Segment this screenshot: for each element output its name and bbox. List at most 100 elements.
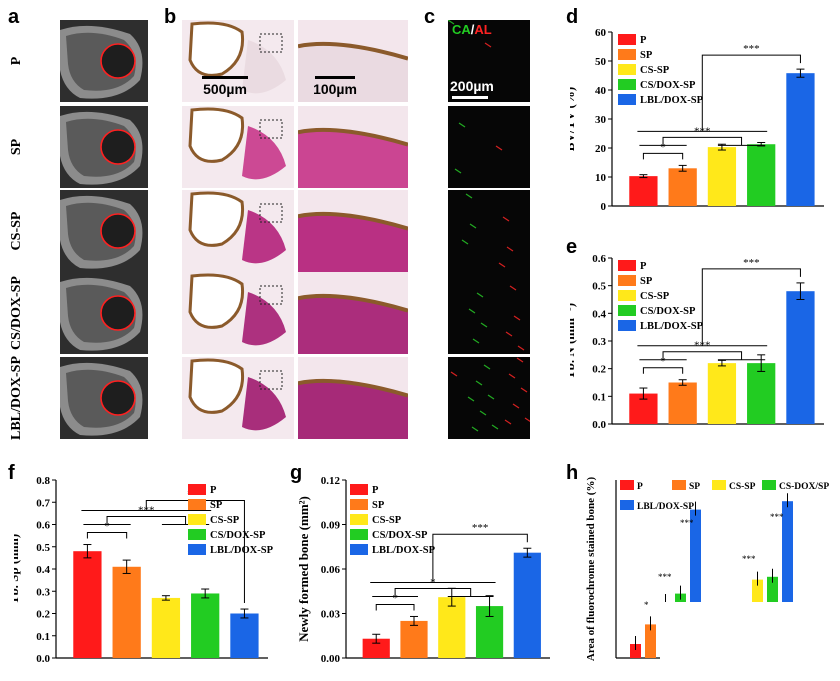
significance-bracket	[639, 351, 766, 361]
legend-label: SP	[640, 276, 653, 287]
row-label: CS-SP	[9, 211, 24, 251]
significance-bracket	[637, 268, 801, 347]
histology-image-low-mag	[182, 20, 294, 102]
scale-bar-200: 200µm	[450, 78, 510, 99]
fluor-label-ca: CA	[452, 22, 471, 37]
panel-letter-c: c	[424, 6, 436, 28]
histology-image-high-mag	[298, 20, 408, 102]
bar-sp	[400, 620, 428, 658]
significance-label: ***	[742, 554, 756, 564]
fluorescence-image	[448, 106, 530, 188]
legend-swatch	[618, 64, 636, 75]
panel-letter-g: g	[290, 462, 303, 484]
legend-swatch	[350, 544, 368, 555]
bar-group1	[630, 644, 641, 658]
bar-cs-dox-sp	[747, 363, 776, 424]
legend-swatch	[188, 514, 206, 525]
y-tick-label: 0.4	[592, 308, 606, 320]
microct-image	[60, 357, 148, 439]
significance-bracket	[642, 152, 684, 160]
legend-label: LBL/DOX-SP	[640, 95, 704, 106]
legend-swatch	[618, 34, 636, 45]
significance-bracket	[642, 367, 684, 374]
y-axis-label: Area of fluorochrome stained bone (%)	[585, 477, 597, 662]
significance-bracket	[639, 136, 766, 146]
y-tick-label: 0.0	[36, 653, 50, 665]
bar-sp	[112, 566, 141, 658]
legend-swatch	[618, 49, 636, 60]
legend-label: LBL/DOX-SP	[640, 321, 704, 332]
significance-label: *	[104, 521, 110, 533]
legend-swatch	[618, 290, 636, 301]
significance-label: *	[660, 141, 666, 153]
y-tick-label: 50	[595, 56, 607, 68]
chart-e-tbn: 0.00.10.20.30.40.50.6Tb. N (mm⁻¹)*******…	[570, 253, 824, 431]
y-tick-label: 0.2	[36, 609, 50, 621]
legend-label: CS/DOX-SP	[640, 306, 696, 317]
significance-label: ***	[743, 257, 760, 269]
legend-swatch	[620, 500, 634, 510]
fluor-label-sep: /	[470, 22, 475, 37]
significance-label: *	[392, 592, 398, 604]
legend-label: LBL/DOX-SP	[637, 502, 694, 512]
y-tick-label: 20	[595, 143, 607, 155]
bar-p	[73, 551, 102, 658]
significance-label: ***	[472, 522, 489, 534]
row-label: SP	[9, 138, 24, 156]
bar-cs-dox-sp	[191, 593, 220, 658]
legend-swatch	[618, 320, 636, 331]
bar-cs-dox-sp	[747, 144, 776, 206]
legend-swatch	[188, 484, 206, 495]
y-axis-label: BV/TV (%)	[570, 87, 577, 151]
significance-label: ***	[680, 518, 694, 528]
y-axis-label: Tb. Sp (mm)	[14, 534, 21, 604]
y-tick-label: 0.12	[321, 475, 341, 487]
histology-image-high-mag	[298, 272, 408, 354]
y-tick-label: 0.4	[36, 564, 50, 576]
scale-bar-100-label: 100µm	[313, 81, 357, 97]
histology-image-low-mag	[182, 272, 294, 354]
panel-letter-d: d	[566, 6, 579, 28]
histology-image-low-mag	[182, 106, 294, 188]
chart-g-newbone: 0.00 0.03 0.06 0.09 0.12 Newly formed bone (m…	[296, 475, 550, 665]
scale-bar-500: 500µm	[190, 76, 260, 97]
legend-swatch	[618, 305, 636, 316]
significance-bracket	[375, 603, 415, 611]
panel-letter-e: e	[566, 236, 578, 258]
legend-label: SP	[640, 50, 653, 61]
y-tick-label: 40	[595, 85, 607, 97]
legend-label: CS/DOX-SP	[372, 530, 428, 541]
bar-group2	[782, 501, 793, 658]
legend-label: P	[372, 485, 379, 496]
bar-group1	[645, 624, 656, 658]
y-tick-label: 10	[595, 172, 607, 184]
y-tick-label: 0.3	[592, 336, 606, 348]
legend-label: SP	[689, 482, 700, 492]
y-tick-label: 0.7	[36, 497, 50, 509]
histology-image-low-mag	[182, 190, 294, 272]
significance-bracket	[637, 54, 801, 132]
y-tick-label: 0.5	[36, 542, 50, 554]
legend-swatch	[618, 94, 636, 105]
y-tick-label: 0.5	[592, 281, 606, 293]
legend-swatch	[350, 514, 368, 525]
scale-bar-200-label: 200µm	[450, 78, 494, 94]
legend-swatch	[350, 529, 368, 540]
chart-h-fluor-area: Area of fluorochrome stained bone (%) P SP…	[585, 477, 838, 678]
y-tick-label: 0.8	[36, 475, 50, 487]
histology-image-high-mag	[298, 357, 408, 439]
scale-bar-100: 100µm	[300, 76, 370, 97]
significance-label: *	[660, 356, 666, 368]
y-tick-label: 60	[595, 27, 607, 39]
legend-swatch	[672, 480, 686, 490]
y-tick-label: 0.03	[321, 609, 341, 621]
legend-label: LBL/DOX-SP	[372, 545, 436, 556]
legend-label: P	[640, 261, 647, 272]
significance-label: ***	[658, 572, 672, 582]
bar-lbl-dox-sp	[786, 73, 815, 207]
bar-sp	[668, 168, 697, 206]
histology-image-high-mag	[298, 190, 408, 272]
bar-cs-sp	[438, 597, 466, 658]
y-tick-label: 30	[595, 114, 607, 126]
legend-label: LBL/DOX-SP	[210, 545, 274, 556]
